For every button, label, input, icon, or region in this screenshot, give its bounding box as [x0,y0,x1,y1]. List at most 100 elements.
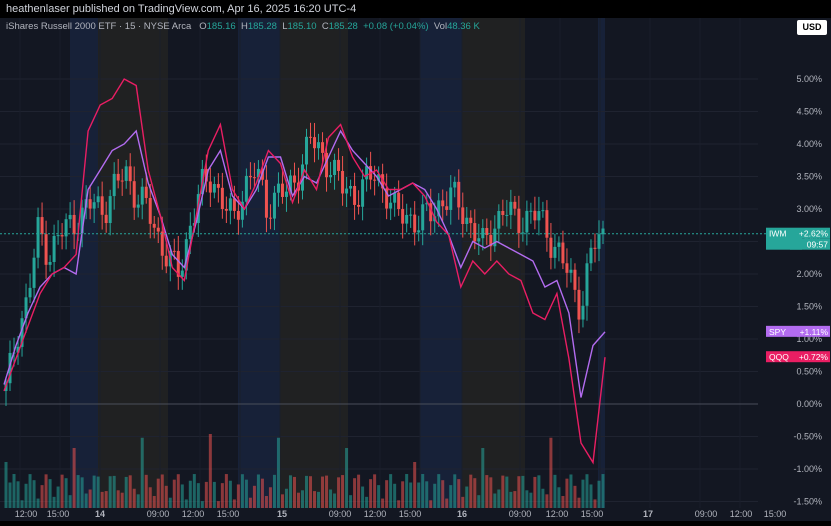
candle-body [517,209,520,233]
volume-bar [509,492,512,508]
volume-bar [477,495,480,508]
volume-bar [281,494,284,508]
volume-bar [161,474,164,508]
volume-bar [189,481,192,508]
y-tick-label: 4.50% [796,107,822,117]
volume-bar [197,483,200,508]
volume-bar [9,483,12,508]
x-tick-label: 16 [457,509,467,519]
candle-body [113,174,116,196]
volume-bar [193,474,196,508]
candle-body [129,166,132,181]
volume-bar [285,489,288,508]
volume-bar [481,448,484,508]
x-tick-label: 09:00 [509,509,532,519]
volume-bar [401,481,404,508]
y-tick-label: 0.00% [796,399,822,409]
volume-bar [525,490,528,508]
volume-bar [109,476,112,508]
legend-close-value: 185.28 [329,21,358,32]
currency-button[interactable]: USD [797,20,827,35]
chart-svg[interactable]: 5.00%4.50%4.00%3.50%3.00%2.50%2.00%1.50%… [0,18,831,521]
volume-bar [517,476,520,508]
volume-bar [257,474,260,508]
candle-body [121,181,124,182]
volume-bar [153,496,156,508]
x-tick-label: 12:00 [364,509,387,519]
candle-body [285,192,288,197]
volume-bar [89,490,92,508]
volume-bar [421,474,424,508]
countdown-label: 09:57 [807,240,829,250]
volume-bar [537,475,540,508]
volume-bar [209,434,212,508]
candle-body [389,203,392,209]
candle-body [213,184,216,193]
volume-bar [461,497,464,508]
volume-bar [85,494,88,508]
candle-body [117,174,120,181]
volume-bar [117,490,120,508]
volume-bar [201,501,204,508]
candle-body [181,271,184,277]
volume-bar [13,474,16,508]
volume-bar [493,494,496,508]
volume-bar [57,487,60,508]
volume-bar [65,478,68,508]
session-band [598,18,605,508]
candle-body [421,204,424,230]
volume-bar [177,474,180,508]
volume-bar [453,474,456,508]
legend-high-label: H [241,21,248,32]
candle-body [89,199,92,208]
volume-bar [241,474,244,508]
volume-bar [297,493,300,508]
candle-body [125,166,128,181]
volume-bar [165,486,168,508]
volume-bar [565,479,568,508]
volume-bar [357,475,360,508]
candle-body [109,196,112,223]
y-tick-label: 3.00% [796,204,822,214]
candle-body [501,211,504,215]
volume-bar [429,500,432,508]
volume-bar [29,474,32,508]
x-tick-label: 09:00 [329,509,352,519]
candle-body [593,248,596,249]
candle-body [329,175,332,177]
candle-body [597,234,600,249]
candle-body [61,235,64,236]
candle-body [525,211,528,233]
volume-bar [229,481,232,508]
candle-body [549,238,552,258]
candle-body [237,211,240,220]
volume-bar [217,501,220,508]
volume-bar [541,489,544,508]
volume-bar [409,483,412,508]
candle-body [245,176,248,202]
candle-body [581,306,584,320]
volume-bar [309,476,312,508]
volume-bar [145,475,148,508]
candle-body [141,187,144,205]
legend-open-value: 185.16 [207,21,236,32]
candle-body [37,217,40,258]
candle-body [401,209,404,224]
volume-bar [589,484,592,508]
volume-bar [37,499,40,508]
candle-body [249,176,252,177]
candle-body [105,215,108,223]
volume-bar [341,475,344,508]
chart-area[interactable]: 5.00%4.50%4.00%3.50%3.00%2.50%2.00%1.50%… [0,18,831,521]
candle-body [477,238,480,241]
volume-bar [41,485,44,508]
volume-bar [345,448,348,508]
volume-bar [373,474,376,508]
candle-body [217,184,220,188]
candle-body [345,189,348,194]
volume-bar [505,477,508,508]
candle-body [553,247,556,258]
candle-body [473,223,476,241]
candle-body [209,182,212,193]
candle-body [137,205,140,208]
